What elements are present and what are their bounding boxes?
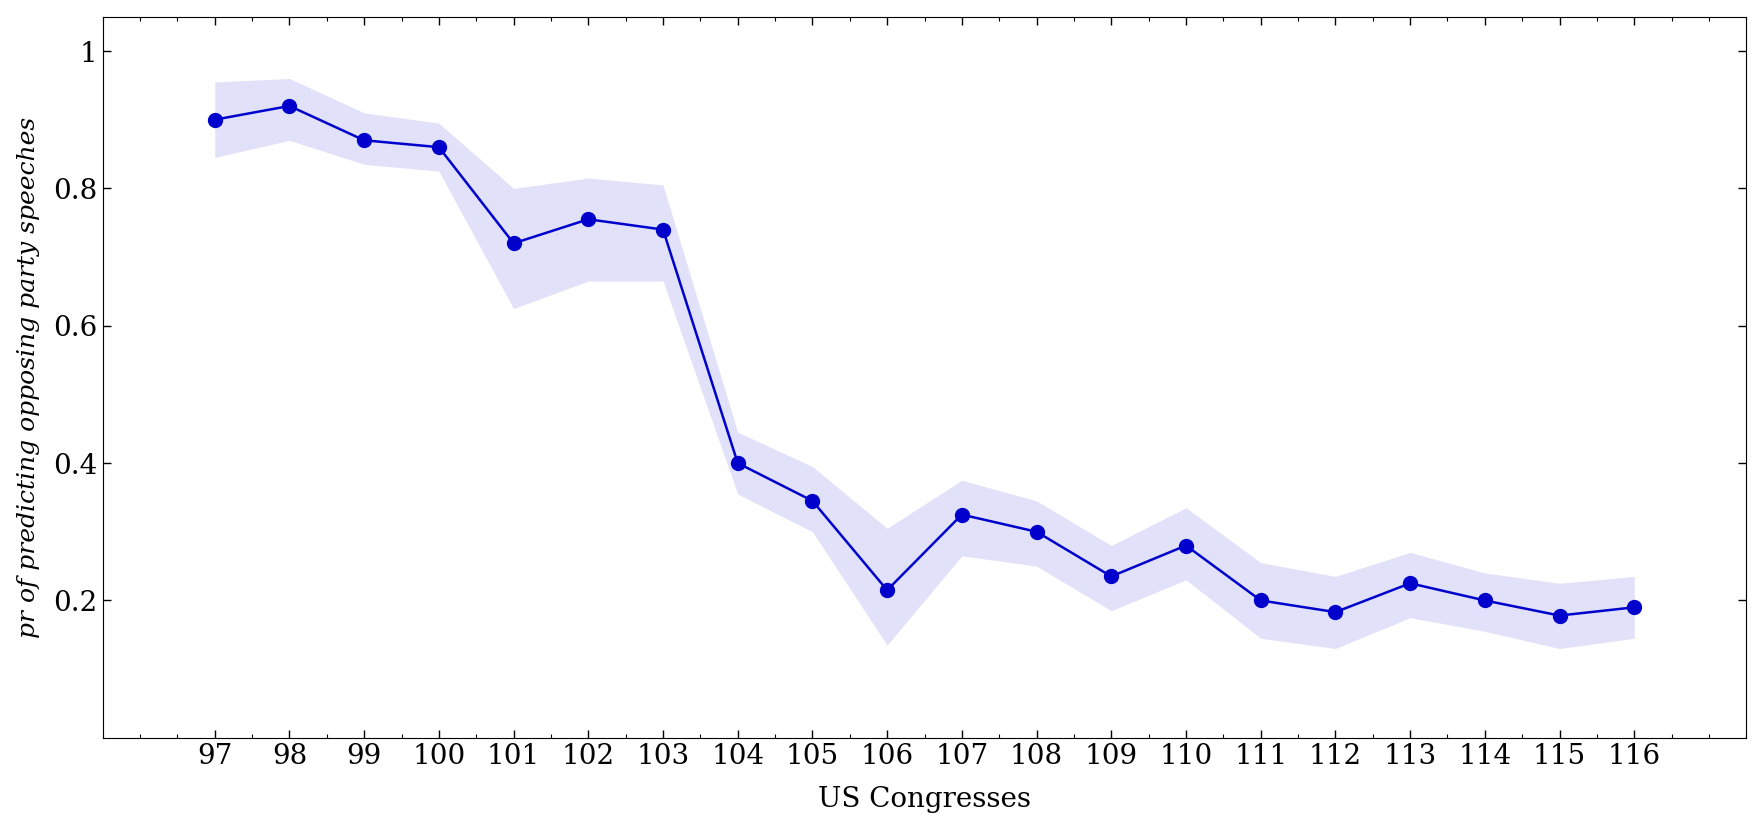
X-axis label: US Congresses: US Congresses <box>818 786 1031 813</box>
Y-axis label: pr of predicting opposing party speeches: pr of predicting opposing party speeches <box>16 116 39 638</box>
